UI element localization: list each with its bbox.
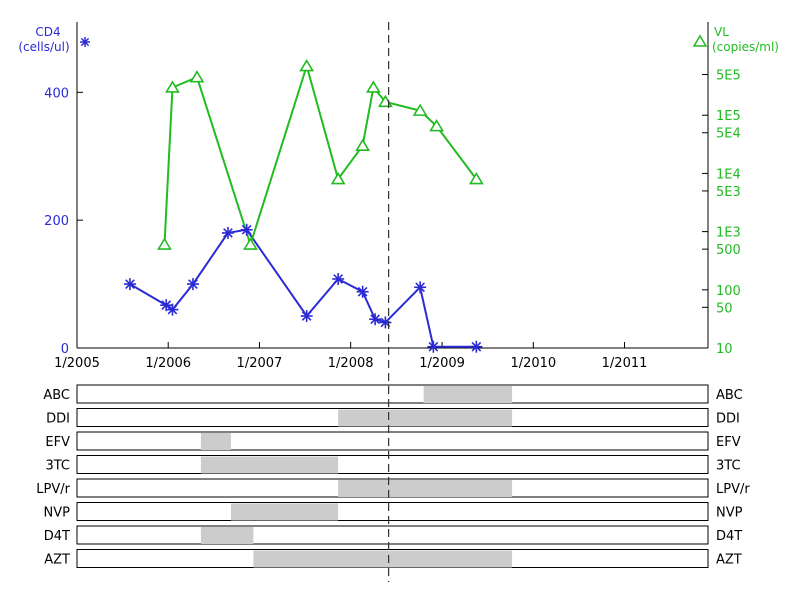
x-tick-label: 1/2007 [237, 356, 283, 371]
drug-timeline-track [76, 502, 709, 521]
drug-label-right: D4T [716, 529, 742, 544]
vl-data-point [165, 80, 180, 93]
drug-period-bar [200, 456, 339, 474]
vl-data-point [355, 138, 371, 151]
cd4-data-point [369, 313, 382, 326]
vl-axis-label-line2: (copies/ml) [712, 40, 779, 54]
drug-label-right: NVP [716, 506, 743, 521]
vl-data-point [243, 237, 258, 250]
vl-tick-label: 1E3 [716, 226, 741, 241]
drug-label-right: LPV/r [716, 482, 750, 497]
drug-period-bar [253, 550, 513, 568]
drug-row-nvp: NVP NVP [44, 502, 743, 521]
drug-label-left: DDI [46, 412, 70, 427]
drug-label-right: 3TC [716, 459, 741, 474]
drug-period-bar [200, 433, 231, 450]
vl-data-point [468, 172, 484, 185]
drug-label-left: NVP [44, 506, 71, 521]
vl-data-point [299, 58, 315, 72]
drug-period-bar [230, 503, 339, 521]
cd4-legend-asterisk-icon [80, 37, 90, 47]
drug-period-bar [200, 527, 254, 544]
cd4-data-point [356, 285, 369, 298]
drug-label-right: AZT [716, 553, 742, 568]
vl-data-point [412, 103, 428, 116]
cd4-data-point [160, 299, 173, 312]
cd4-data-point [166, 303, 179, 316]
plot-area [76, 22, 709, 349]
drug-period-bar [338, 480, 513, 497]
cd4-tick-label: 0 [61, 342, 69, 357]
cd4-data-point [379, 316, 392, 329]
drug-label-left: ABC [43, 388, 70, 403]
drug-period-bar [338, 409, 513, 427]
x-tick-label: 1/2008 [328, 356, 374, 371]
drug-timeline-track [76, 431, 709, 451]
vl-tick-label: 1E4 [716, 167, 741, 182]
cd4-axis-label-line1: CD4 [35, 25, 60, 39]
vl-series-line [163, 62, 478, 248]
cd4-data-point [300, 310, 313, 323]
drug-label-left: 3TC [45, 459, 70, 474]
cd4-data-point [332, 272, 345, 285]
vl-legend-triangle-icon [692, 34, 708, 47]
drug-row-lpv-r: LPV/r LPV/r [36, 478, 750, 498]
vl-axis-label-line1: VL [714, 25, 729, 39]
cd4-data-point [186, 278, 199, 291]
drug-period-bar [423, 386, 513, 403]
drug-label-left: AZT [44, 553, 70, 568]
vl-tick-label: 50 [716, 301, 733, 316]
vl-tick-label: 1E5 [716, 109, 741, 124]
vl-data-point [429, 119, 445, 132]
x-tick-label: 1/2005 [54, 356, 100, 371]
drug-row-abc: ABC ABC [43, 384, 743, 404]
drug-row-3tc: 3TC 3TC [45, 455, 741, 474]
cd4-axis-label-line2: (cells/ul) [18, 40, 69, 54]
cd4-data-point [414, 281, 427, 294]
cd4-data-point [123, 278, 136, 291]
cd4-tick-label: 400 [44, 86, 69, 101]
x-tick-label: 1/2009 [419, 356, 465, 371]
vl-tick-label: 10 [716, 342, 733, 357]
vl-data-point [330, 172, 346, 185]
cd4-data-point [221, 226, 234, 239]
drug-timeline-track [76, 525, 709, 545]
drug-timeline-track [76, 384, 709, 404]
drug-label-right: EFV [716, 435, 741, 450]
cd4-data-point [427, 340, 440, 353]
drug-label-left: D4T [44, 529, 70, 544]
cd4-data-point [240, 223, 253, 236]
vl-tick-label: 500 [716, 243, 741, 258]
drug-timeline-track [76, 455, 709, 474]
drug-label-left: EFV [45, 435, 70, 450]
vl-data-point [189, 70, 205, 83]
vl-tick-label: 5E5 [716, 69, 741, 84]
drug-row-efv: EFV EFV [45, 431, 741, 451]
cd4-tick-label: 200 [44, 214, 69, 229]
vl-data-point [157, 237, 172, 250]
drug-label-left: LPV/r [36, 482, 70, 497]
drug-row-ddi: DDI DDI [46, 408, 740, 427]
drug-label-right: ABC [716, 388, 743, 403]
vl-data-point [365, 80, 381, 93]
drug-row-d4t: D4T D4T [44, 525, 742, 545]
vl-tick-label: 5E3 [716, 185, 741, 200]
x-tick-label: 1/2006 [145, 356, 191, 371]
drug-label-right: DDI [716, 412, 740, 427]
x-tick-label: 1/2011 [602, 356, 648, 371]
vl-tick-label: 5E4 [716, 127, 741, 142]
cd4-series-line [129, 228, 477, 348]
cd4-data-point [470, 340, 483, 353]
drug-row-azt: AZT AZT [44, 549, 742, 568]
x-tick-label: 1/2010 [510, 356, 556, 371]
vl-tick-label: 100 [716, 284, 741, 299]
